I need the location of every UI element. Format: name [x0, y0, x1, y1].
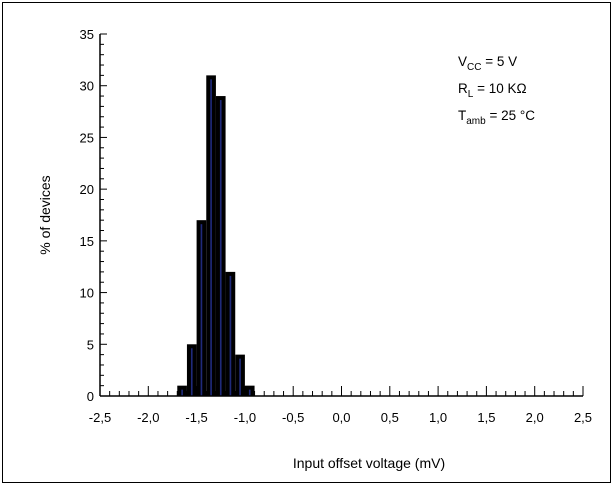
bar-fill — [190, 348, 193, 396]
x-tick-label: 2,5 — [574, 410, 592, 425]
x-tick-label: 1,5 — [477, 410, 495, 425]
histogram-bar — [235, 354, 245, 396]
y-axis-title: % of devices — [37, 175, 53, 254]
x-tick-label: -0,5 — [282, 410, 304, 425]
x-tick-label: 1,0 — [429, 410, 447, 425]
y-tick-label: 5 — [87, 337, 94, 352]
bar-fill — [248, 389, 251, 396]
annotation-symbol: V — [458, 54, 467, 69]
axes: 0 5 10 15 20 25 30 35 -2,5 -2,0 -1,5 -1,0 -0,5 0,0 0,5… — [80, 27, 593, 425]
x-tick-label: 2,0 — [526, 410, 544, 425]
annotation-value: = 5 V — [481, 54, 517, 69]
histogram-bar — [225, 271, 236, 396]
y-tick-label: 35 — [80, 27, 94, 42]
x-tick-label: 0,5 — [381, 410, 399, 425]
y-tick-label: 20 — [80, 182, 94, 197]
histogram-bar — [186, 344, 197, 396]
x-tick-label: -1,0 — [234, 410, 256, 425]
bar-fill — [219, 100, 222, 397]
condition-annotation: RL = 10 KΩ — [458, 81, 527, 100]
chart-frame — [2, 2, 611, 483]
x-tick-label: 0,0 — [332, 410, 350, 425]
y-tick-label: 30 — [80, 79, 94, 94]
annotation-symbol: R — [458, 81, 468, 96]
y-tick-label: 15 — [80, 234, 94, 249]
y-tick-label: 10 — [80, 286, 94, 301]
x-tick-label: -2,5 — [89, 410, 111, 425]
x-tick-label: -2,0 — [137, 410, 159, 425]
annotation-subscript: CC — [467, 62, 481, 73]
condition-annotation: VCC = 5 V — [458, 54, 517, 73]
bar-fill — [181, 389, 183, 396]
histogram-bar — [206, 75, 216, 396]
annotation-value: = 25 °C — [486, 108, 536, 123]
x-tick-label: -1,5 — [185, 410, 207, 425]
histogram-bar — [215, 96, 226, 397]
bar-fill — [229, 275, 232, 396]
condition-annotations: VCC = 5 V RL = 10 KΩ Tamb = 25 °C — [458, 54, 535, 127]
condition-annotation: Tamb = 25 °C — [458, 108, 535, 127]
bar-fill — [239, 358, 241, 396]
histogram-bar — [196, 220, 207, 396]
annotation-subscript: amb — [466, 116, 486, 127]
histogram-bar — [244, 385, 255, 396]
annotation-value: = 10 KΩ — [473, 81, 526, 96]
annotation-symbol: T — [458, 108, 466, 123]
y-tick-label: 0 — [87, 389, 94, 404]
y-tick-label: 25 — [80, 130, 94, 145]
annotation-subscript: L — [468, 89, 474, 100]
x-axis-title: Input offset voltage (mV) — [293, 455, 445, 471]
histogram-bars — [177, 75, 255, 397]
bar-fill — [210, 79, 212, 396]
bar-fill — [200, 224, 203, 396]
histogram-bar — [177, 385, 187, 396]
